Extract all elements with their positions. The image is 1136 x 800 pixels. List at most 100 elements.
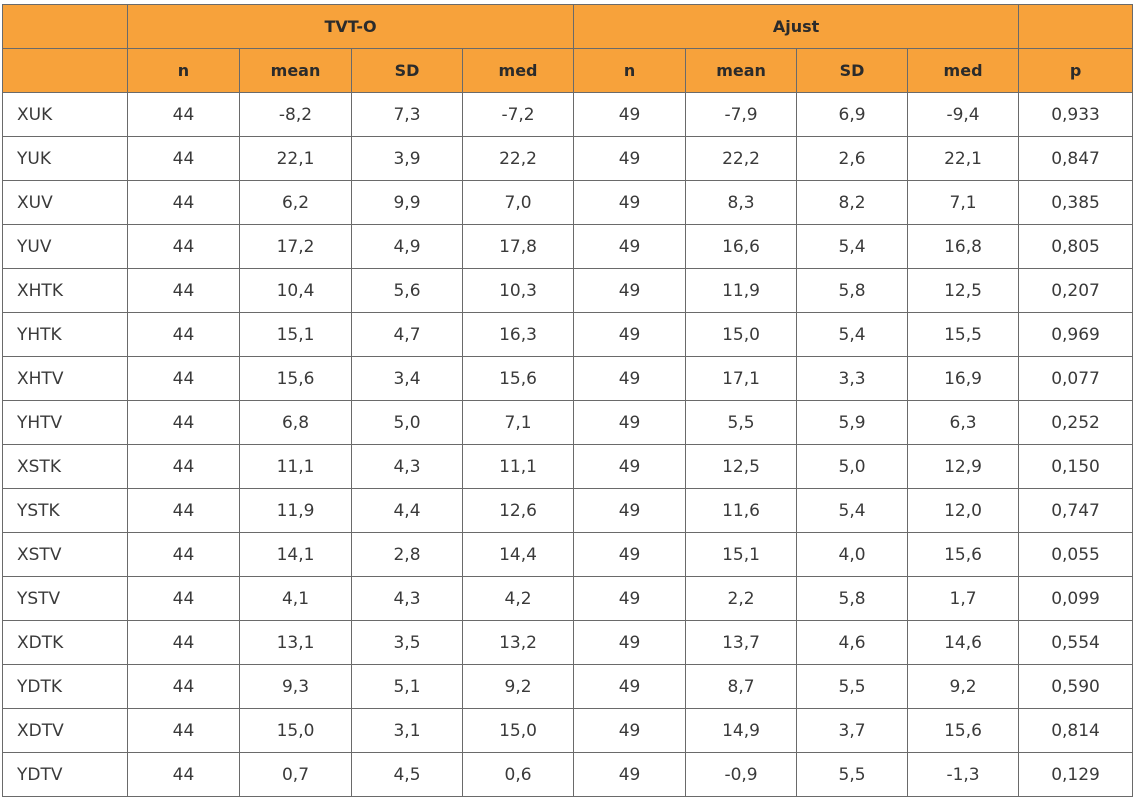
table-cell: 4,7 [351,312,463,357]
table-cell: 12,6 [461,488,575,533]
empty-header-cell [2,4,128,49]
table-cell: 12,5 [907,268,1020,313]
empty-header-cell [1018,4,1134,49]
table-cell: 0,055 [1018,532,1134,577]
column-header-row: n mean SD med n mean SD med p [2,48,1134,93]
table-cell: 22,1 [239,136,352,181]
table-cell: 15,1 [685,532,798,577]
table-row: XUV 44 6,2 9,9 7,0 49 8,3 8,2 7,1 0,385 [2,180,1134,225]
table-cell: 0,7 [239,752,352,797]
table-cell: 44 [127,224,240,269]
table-cell: 44 [127,708,240,753]
table-cell: 4,6 [796,620,909,665]
empty-header-cell [2,48,128,93]
table-cell: 49 [573,444,687,489]
table-cell: 0,554 [1018,620,1134,665]
table-cell: 3,3 [796,356,909,401]
table-cell: 5,4 [796,312,909,357]
table-row: YHTK 44 15,1 4,7 16,3 49 15,0 5,4 15,5 0,969 [2,312,1134,357]
table-cell: 9,2 [461,664,575,709]
row-label: YDTK [2,664,128,709]
column-header: med [461,48,575,93]
table-cell: 3,1 [351,708,463,753]
table-cell: 5,4 [796,488,909,533]
table-cell: -9,4 [907,92,1020,137]
table-cell: 22,2 [685,136,798,181]
column-header: SD [796,48,909,93]
table-cell: 4,3 [351,444,463,489]
group-header-row: TVT-O Ajust [2,4,1134,49]
table-cell: 44 [127,268,240,313]
table-cell: 49 [573,268,687,313]
table-cell: 5,0 [351,400,463,445]
table-cell: 13,2 [461,620,575,665]
column-header: p [1018,48,1134,93]
table-cell: 6,2 [239,180,352,225]
table-cell: 7,1 [461,400,575,445]
table-row: XSTK 44 11,1 4,3 11,1 49 12,5 5,0 12,9 0,150 [2,444,1134,489]
table-cell: 49 [573,224,687,269]
table-cell: 15,0 [461,708,575,753]
table-cell: 22,2 [461,136,575,181]
table-cell: -0,9 [685,752,798,797]
table-cell: -7,9 [685,92,798,137]
table-row: XHTK 44 10,4 5,6 10,3 49 11,9 5,8 12,5 0,207 [2,268,1134,313]
table-cell: 15,0 [685,312,798,357]
table-cell: 44 [127,488,240,533]
table-cell: 3,7 [796,708,909,753]
row-label: XHTV [2,356,128,401]
table-cell: 2,8 [351,532,463,577]
row-label: XHTK [2,268,128,313]
table-cell: 44 [127,664,240,709]
row-label: XSTK [2,444,128,489]
table-cell: 5,4 [796,224,909,269]
column-header: SD [351,48,463,93]
table-cell: 4,9 [351,224,463,269]
table-row: YHTV 44 6,8 5,0 7,1 49 5,5 5,9 6,3 0,252 [2,400,1134,445]
column-header: n [573,48,687,93]
row-label: YHTV [2,400,128,445]
row-label: XUV [2,180,128,225]
table-row: XDTV 44 15,0 3,1 15,0 49 14,9 3,7 15,6 0,814 [2,708,1134,753]
table-cell: 0,805 [1018,224,1134,269]
table-cell: 11,9 [239,488,352,533]
table-body: XUK 44 -8,2 7,3 -7,2 49 -7,9 6,9 -9,4 0,933 YUK 44 2… [2,92,1134,797]
table-cell: 11,1 [239,444,352,489]
table-cell: 2,6 [796,136,909,181]
table-cell: 0,6 [461,752,575,797]
table-row: XUK 44 -8,2 7,3 -7,2 49 -7,9 6,9 -9,4 0,933 [2,92,1134,137]
column-header: med [907,48,1020,93]
table-cell: 49 [573,752,687,797]
table-cell: 16,9 [907,356,1020,401]
table-cell: 15,5 [907,312,1020,357]
table-cell: 49 [573,708,687,753]
table-row: YDTV 44 0,7 4,5 0,6 49 -0,9 5,5 -1,3 0,129 [2,752,1134,797]
table-cell: 14,4 [461,532,575,577]
row-label: XUK [2,92,128,137]
table-cell: 6,3 [907,400,1020,445]
table-cell: 9,2 [907,664,1020,709]
table-cell: 49 [573,180,687,225]
table-cell: -7,2 [461,92,575,137]
table-cell: 44 [127,356,240,401]
table-cell: 22,1 [907,136,1020,181]
table-cell: 49 [573,400,687,445]
table-cell: 4,3 [351,576,463,621]
table-cell: 3,4 [351,356,463,401]
table-cell: 0,847 [1018,136,1134,181]
table-cell: 44 [127,136,240,181]
table-cell: 3,5 [351,620,463,665]
table-cell: 12,9 [907,444,1020,489]
table-cell: 49 [573,92,687,137]
row-label: XDTV [2,708,128,753]
table-cell: 0,207 [1018,268,1134,313]
table-cell: 7,1 [907,180,1020,225]
row-label: YHTK [2,312,128,357]
table-cell: 44 [127,180,240,225]
table-cell: 44 [127,444,240,489]
table-row: YUK 44 22,1 3,9 22,2 49 22,2 2,6 22,1 0,847 [2,136,1134,181]
table-cell: 0,814 [1018,708,1134,753]
table-cell: 0,747 [1018,488,1134,533]
data-table: TVT-O Ajust n mean SD med n mean SD med p XUK 44-… [2,4,1134,797]
